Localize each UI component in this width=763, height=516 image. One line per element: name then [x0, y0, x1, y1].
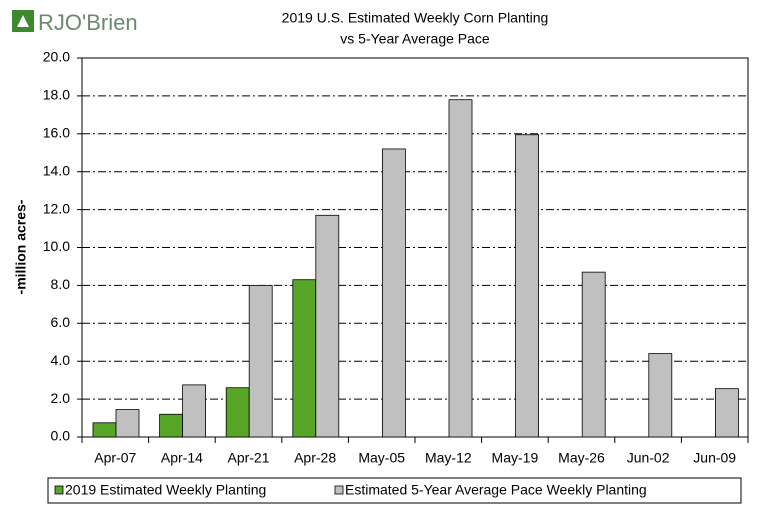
logo-icon-shape: [17, 15, 29, 27]
legend-box: [47, 477, 742, 504]
bar: [159, 413, 184, 438]
y-tick-label: 10.0: [43, 238, 70, 254]
legend-label: 2019 Estimated Weekly Planting: [65, 482, 266, 498]
bar: [92, 422, 117, 438]
x-tick-label: May-19: [492, 450, 539, 466]
bar: [515, 134, 539, 438]
y-tick-label: 4.0: [51, 352, 71, 368]
y-tick-label: 16.0: [43, 125, 70, 141]
y-tick-label: 14.0: [43, 162, 70, 178]
x-tick-label: May-05: [358, 450, 405, 466]
logo-text: RJO'Brien: [38, 10, 138, 35]
x-tick-label: Apr-21: [227, 450, 269, 466]
y-tick-label: 2.0: [51, 390, 71, 406]
bar: [648, 353, 673, 438]
x-tick-label: Apr-07: [94, 450, 136, 466]
bar: [182, 384, 207, 438]
bar: [115, 409, 140, 438]
bar: [225, 387, 250, 438]
y-tick-label: 0.0: [51, 428, 71, 444]
x-tick-label: May-12: [425, 450, 472, 466]
bar: [581, 271, 606, 438]
bar: [315, 214, 340, 438]
legend-swatch: [334, 485, 344, 495]
x-tick-label: Jun-02: [627, 450, 670, 466]
y-tick-label: 18.0: [43, 87, 70, 103]
x-tick-label: May-26: [558, 450, 605, 466]
chart-title: 2019 U.S. Estimated Weekly Corn Planting: [282, 10, 549, 26]
bar: [715, 388, 739, 438]
bar: [248, 284, 273, 438]
legend-swatch: [54, 485, 64, 495]
x-tick-label: Apr-28: [294, 450, 336, 466]
bar: [381, 148, 406, 438]
legend-label: Estimated 5-Year Average Pace Weekly Pla…: [345, 482, 647, 498]
y-tick-label: 6.0: [51, 314, 71, 330]
y-axis-label: -million acres-: [13, 199, 29, 294]
y-tick-label: 12.0: [43, 200, 70, 216]
bar: [448, 99, 473, 438]
logo: RJO'Brien: [12, 10, 138, 35]
x-tick-label: Apr-14: [161, 450, 203, 466]
bar: [292, 279, 317, 438]
y-tick-label: 8.0: [51, 276, 71, 292]
chart-subtitle: vs 5-Year Average Pace: [340, 31, 490, 47]
x-tick-label: Jun-09: [693, 450, 736, 466]
y-tick-label: 20.0: [43, 49, 70, 65]
